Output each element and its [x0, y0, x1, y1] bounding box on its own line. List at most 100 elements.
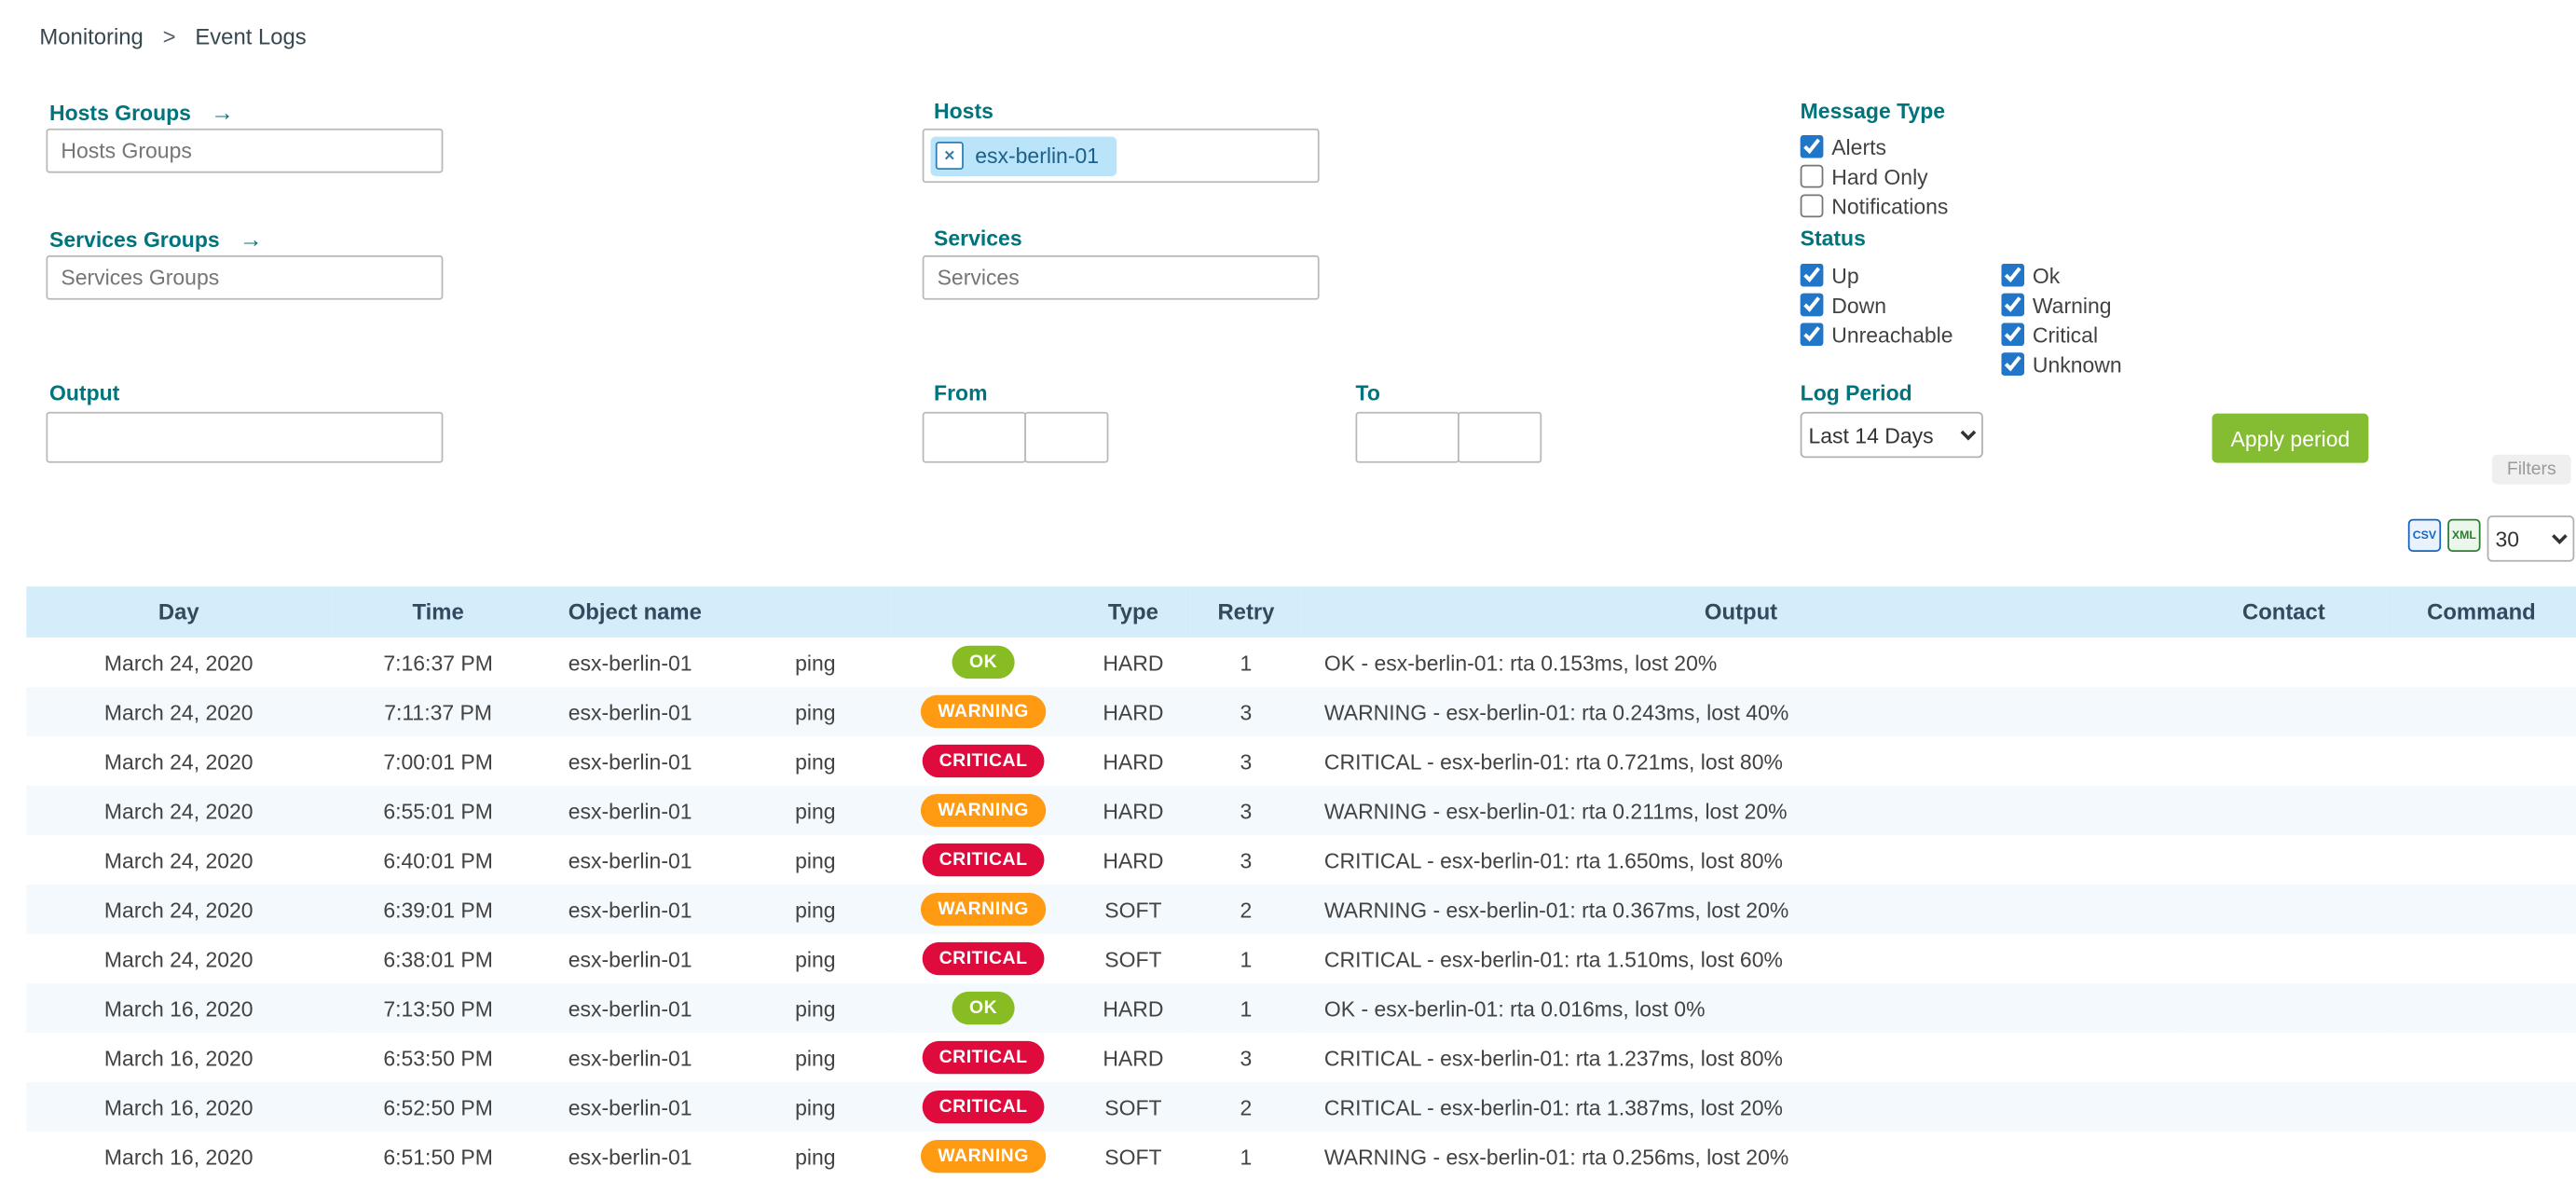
checkbox-notifications[interactable]: Notifications [1800, 193, 1948, 219]
cell-day: March 24, 2020 [103, 650, 253, 675]
event-table-body: March 24, 2020 7:16:37 PM esx-berlin-01 … [26, 637, 2576, 1180]
cell-command [2387, 885, 2576, 934]
xml-export-icon[interactable]: XML [2447, 518, 2481, 553]
cell-day: March 24, 2020 [103, 897, 253, 922]
cell-retry: 1 [1240, 946, 1253, 971]
services-groups-arrow-icon[interactable]: → [239, 226, 263, 253]
apply-period-button[interactable]: Apply period [2212, 413, 2369, 463]
breadcrumb-separator: > [162, 24, 176, 50]
cell-retry: 3 [1240, 847, 1253, 872]
cell-type: HARD [1103, 699, 1164, 724]
hard-only-label: Hard Only [1831, 163, 1928, 189]
cell-output: WARNING - esx-berlin-01: rta 0.367ms, lo… [1323, 897, 1789, 922]
services-groups-input[interactable] [46, 254, 444, 300]
checkbox-unknown[interactable]: Unknown [2001, 350, 2122, 377]
cell-service: ping [795, 897, 836, 922]
table-row[interactable]: March 24, 2020 6:55:01 PM esx-berlin-01 … [26, 786, 2576, 836]
table-row[interactable]: March 16, 2020 6:53:50 PM esx-berlin-01 … [26, 1033, 2576, 1083]
filters-collapsed-tab[interactable]: Filters [2491, 454, 2571, 485]
cell-service: ping [795, 1045, 836, 1070]
table-row[interactable]: March 16, 2020 6:51:50 PM esx-berlin-01 … [26, 1132, 2576, 1180]
table-row[interactable]: March 16, 2020 6:52:50 PM esx-berlin-01 … [26, 1082, 2576, 1132]
checkbox-ok[interactable]: Ok [2001, 262, 2060, 288]
ok-checkbox[interactable] [2001, 263, 2025, 287]
checkbox-unreachable[interactable]: Unreachable [1800, 322, 1953, 348]
header-day: Day [26, 586, 332, 638]
cell-service: ping [795, 995, 836, 1021]
cell-time: 7:16:37 PM [383, 650, 493, 675]
cell-retry: 3 [1240, 699, 1253, 724]
output-label: Output [49, 380, 120, 405]
table-row[interactable]: March 24, 2020 6:39:01 PM esx-berlin-01 … [26, 885, 2576, 935]
cell-type: HARD [1103, 847, 1164, 872]
down-checkbox[interactable] [1800, 293, 1824, 317]
cell-status: CRITICAL [891, 1082, 1076, 1132]
table-row[interactable]: March 24, 2020 6:38:01 PM esx-berlin-01 … [26, 934, 2576, 984]
down-label: Down [1831, 292, 1887, 318]
cell-command [2387, 638, 2576, 687]
cell-service: ping [795, 1094, 836, 1119]
cell-day: March 16, 2020 [103, 1144, 253, 1169]
breadcrumb-monitoring[interactable]: Monitoring [39, 24, 144, 50]
hard-only-checkbox[interactable] [1800, 164, 1824, 188]
cell-time: 6:51:50 PM [383, 1144, 493, 1169]
table-row[interactable]: March 16, 2020 7:13:50 PM esx-berlin-01 … [26, 983, 2576, 1034]
cell-type: SOFT [1104, 1094, 1162, 1119]
checkbox-up[interactable]: Up [1800, 262, 1859, 288]
table-row[interactable]: March 24, 2020 6:40:01 PM esx-berlin-01 … [26, 835, 2576, 885]
cell-contact [2181, 786, 2387, 835]
critical-checkbox[interactable] [2001, 322, 2025, 347]
warning-checkbox[interactable] [2001, 293, 2025, 317]
notifications-checkbox[interactable] [1800, 194, 1824, 218]
up-checkbox[interactable] [1800, 263, 1824, 287]
cell-status: CRITICAL [891, 934, 1076, 983]
hosts-groups-input[interactable] [46, 128, 444, 173]
hosts-input[interactable]: × esx-berlin-01 [922, 128, 1320, 184]
status-badge: WARNING [921, 793, 1046, 828]
output-input[interactable] [46, 411, 444, 463]
cell-status: WARNING [891, 885, 1076, 934]
header-service [739, 586, 892, 638]
to-date-input[interactable] [1355, 411, 1459, 463]
checkbox-hard-only[interactable]: Hard Only [1800, 163, 1928, 189]
cell-retry: 3 [1240, 748, 1253, 774]
breadcrumb: Monitoring > Event Logs [39, 25, 306, 50]
cell-contact [2181, 934, 2387, 983]
status-badge: CRITICAL [922, 1090, 1045, 1124]
cell-object: esx-berlin-01 [568, 946, 692, 971]
cell-service: ping [795, 847, 836, 872]
message-type-label: Message Type [1800, 99, 1946, 124]
cell-object: esx-berlin-01 [568, 748, 692, 774]
rows-per-page-select[interactable]: 30 [2487, 515, 2575, 562]
from-time-input[interactable] [1024, 411, 1109, 463]
to-label: To [1355, 380, 1380, 405]
cell-retry: 3 [1240, 798, 1253, 823]
checkbox-critical[interactable]: Critical [2001, 322, 2098, 348]
table-row[interactable]: March 24, 2020 7:00:01 PM esx-berlin-01 … [26, 735, 2576, 787]
from-date-input[interactable] [922, 411, 1027, 463]
breadcrumb-event-logs[interactable]: Event Logs [195, 24, 307, 50]
chip-remove-icon[interactable]: × [935, 141, 964, 171]
log-period-select[interactable]: Last 14 Days [1800, 411, 1983, 459]
table-row[interactable]: March 24, 2020 7:16:37 PM esx-berlin-01 … [26, 637, 2576, 687]
alerts-checkbox[interactable] [1800, 134, 1824, 158]
csv-export-icon[interactable]: CSV [2407, 518, 2442, 553]
status-badge: OK [952, 645, 1014, 679]
cell-day: March 24, 2020 [103, 847, 253, 872]
log-period-label: Log Period [1800, 380, 1912, 405]
header-time: Time [331, 586, 545, 638]
unreachable-checkbox[interactable] [1800, 322, 1824, 347]
checkbox-alerts[interactable]: Alerts [1800, 133, 1886, 159]
to-time-input[interactable] [1458, 411, 1542, 463]
services-input[interactable] [922, 254, 1320, 300]
table-row[interactable]: March 24, 2020 7:11:37 PM esx-berlin-01 … [26, 686, 2576, 736]
hosts-groups-arrow-icon[interactable]: → [211, 99, 234, 126]
checkbox-down[interactable]: Down [1800, 292, 1887, 318]
unknown-checkbox[interactable] [2001, 352, 2025, 376]
checkbox-warning[interactable]: Warning [2001, 292, 2112, 318]
host-chip: × esx-berlin-01 [930, 135, 1117, 176]
cell-retry: 1 [1240, 650, 1253, 675]
cell-contact [2181, 736, 2387, 786]
hosts-label: Hosts [934, 99, 993, 124]
cell-type: HARD [1103, 798, 1164, 823]
